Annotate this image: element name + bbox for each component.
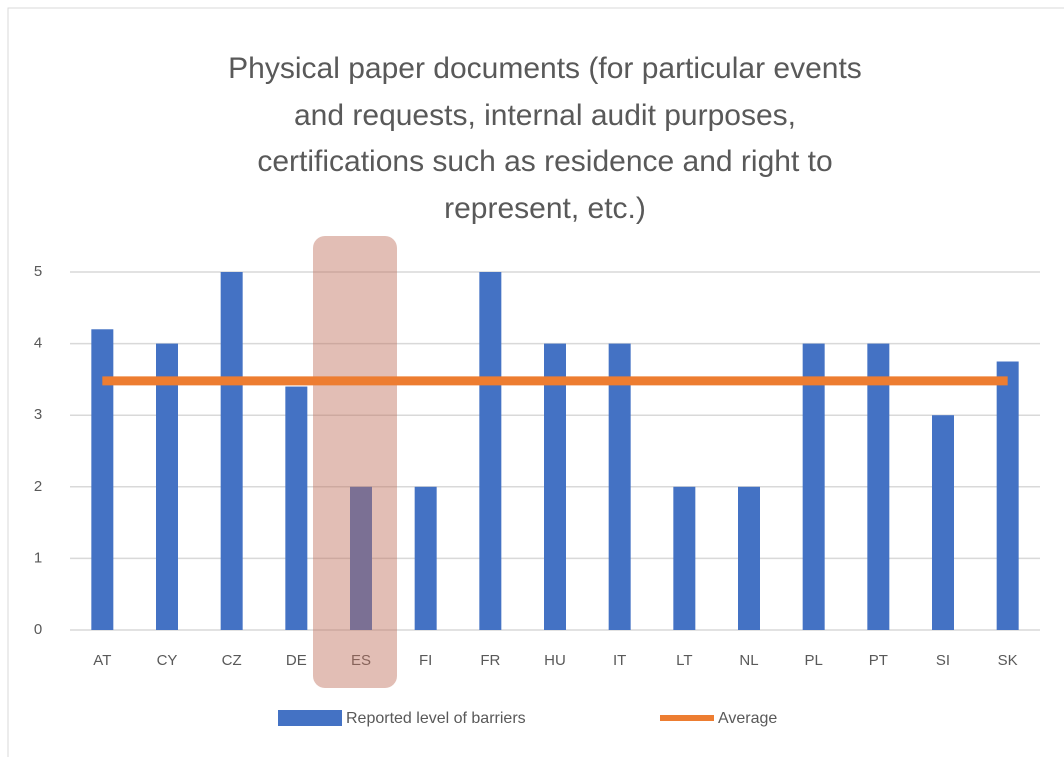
y-tick-label: 0	[34, 621, 42, 638]
y-tick-label: 4	[34, 335, 42, 352]
chart-title: and requests, internal audit purposes,	[294, 99, 796, 132]
y-tick-label: 5	[34, 263, 42, 280]
bar	[867, 343, 890, 630]
x-tick-label: LT	[676, 652, 692, 669]
x-tick-label: DE	[286, 652, 307, 669]
x-tick-label: CZ	[222, 652, 242, 669]
x-tick-label: FI	[419, 652, 432, 669]
x-tick-label: SK	[998, 652, 1018, 669]
bar	[285, 386, 308, 630]
x-tick-label: HU	[544, 652, 566, 669]
legend-label: Average	[718, 710, 777, 727]
x-tick-label: NL	[739, 652, 758, 669]
chart-title: certifications such as residence and rig…	[257, 145, 832, 178]
x-tick-label: FR	[480, 652, 500, 669]
chart-border	[7, 7, 1064, 757]
bar	[932, 415, 954, 630]
bar	[673, 486, 696, 630]
y-tick-label: 2	[34, 478, 42, 495]
bar	[414, 486, 437, 630]
y-tick-label: 1	[34, 549, 42, 566]
x-tick-label: SI	[936, 652, 950, 669]
x-tick-label: ES	[351, 652, 371, 669]
legend-swatch	[278, 710, 342, 726]
x-tick-label: IT	[613, 652, 626, 669]
x-tick-label: PL	[804, 652, 822, 669]
bar	[544, 343, 566, 630]
bar	[608, 343, 631, 630]
y-tick-label: 3	[34, 406, 42, 423]
x-tick-label: AT	[93, 652, 111, 669]
x-tick-label: PT	[869, 652, 888, 669]
bar	[479, 272, 502, 630]
bar	[802, 343, 825, 630]
legend-label: Reported level of barriers	[346, 710, 526, 727]
bar	[156, 343, 178, 630]
chart-title: represent, etc.)	[444, 192, 646, 225]
x-tick-label: CY	[157, 652, 178, 669]
highlight-box	[313, 236, 397, 688]
bar	[91, 329, 114, 630]
bar	[738, 486, 760, 630]
bar	[996, 361, 1019, 630]
bar	[350, 486, 372, 630]
bar	[220, 272, 243, 630]
chart-title: Physical paper documents (for particular…	[228, 52, 862, 85]
